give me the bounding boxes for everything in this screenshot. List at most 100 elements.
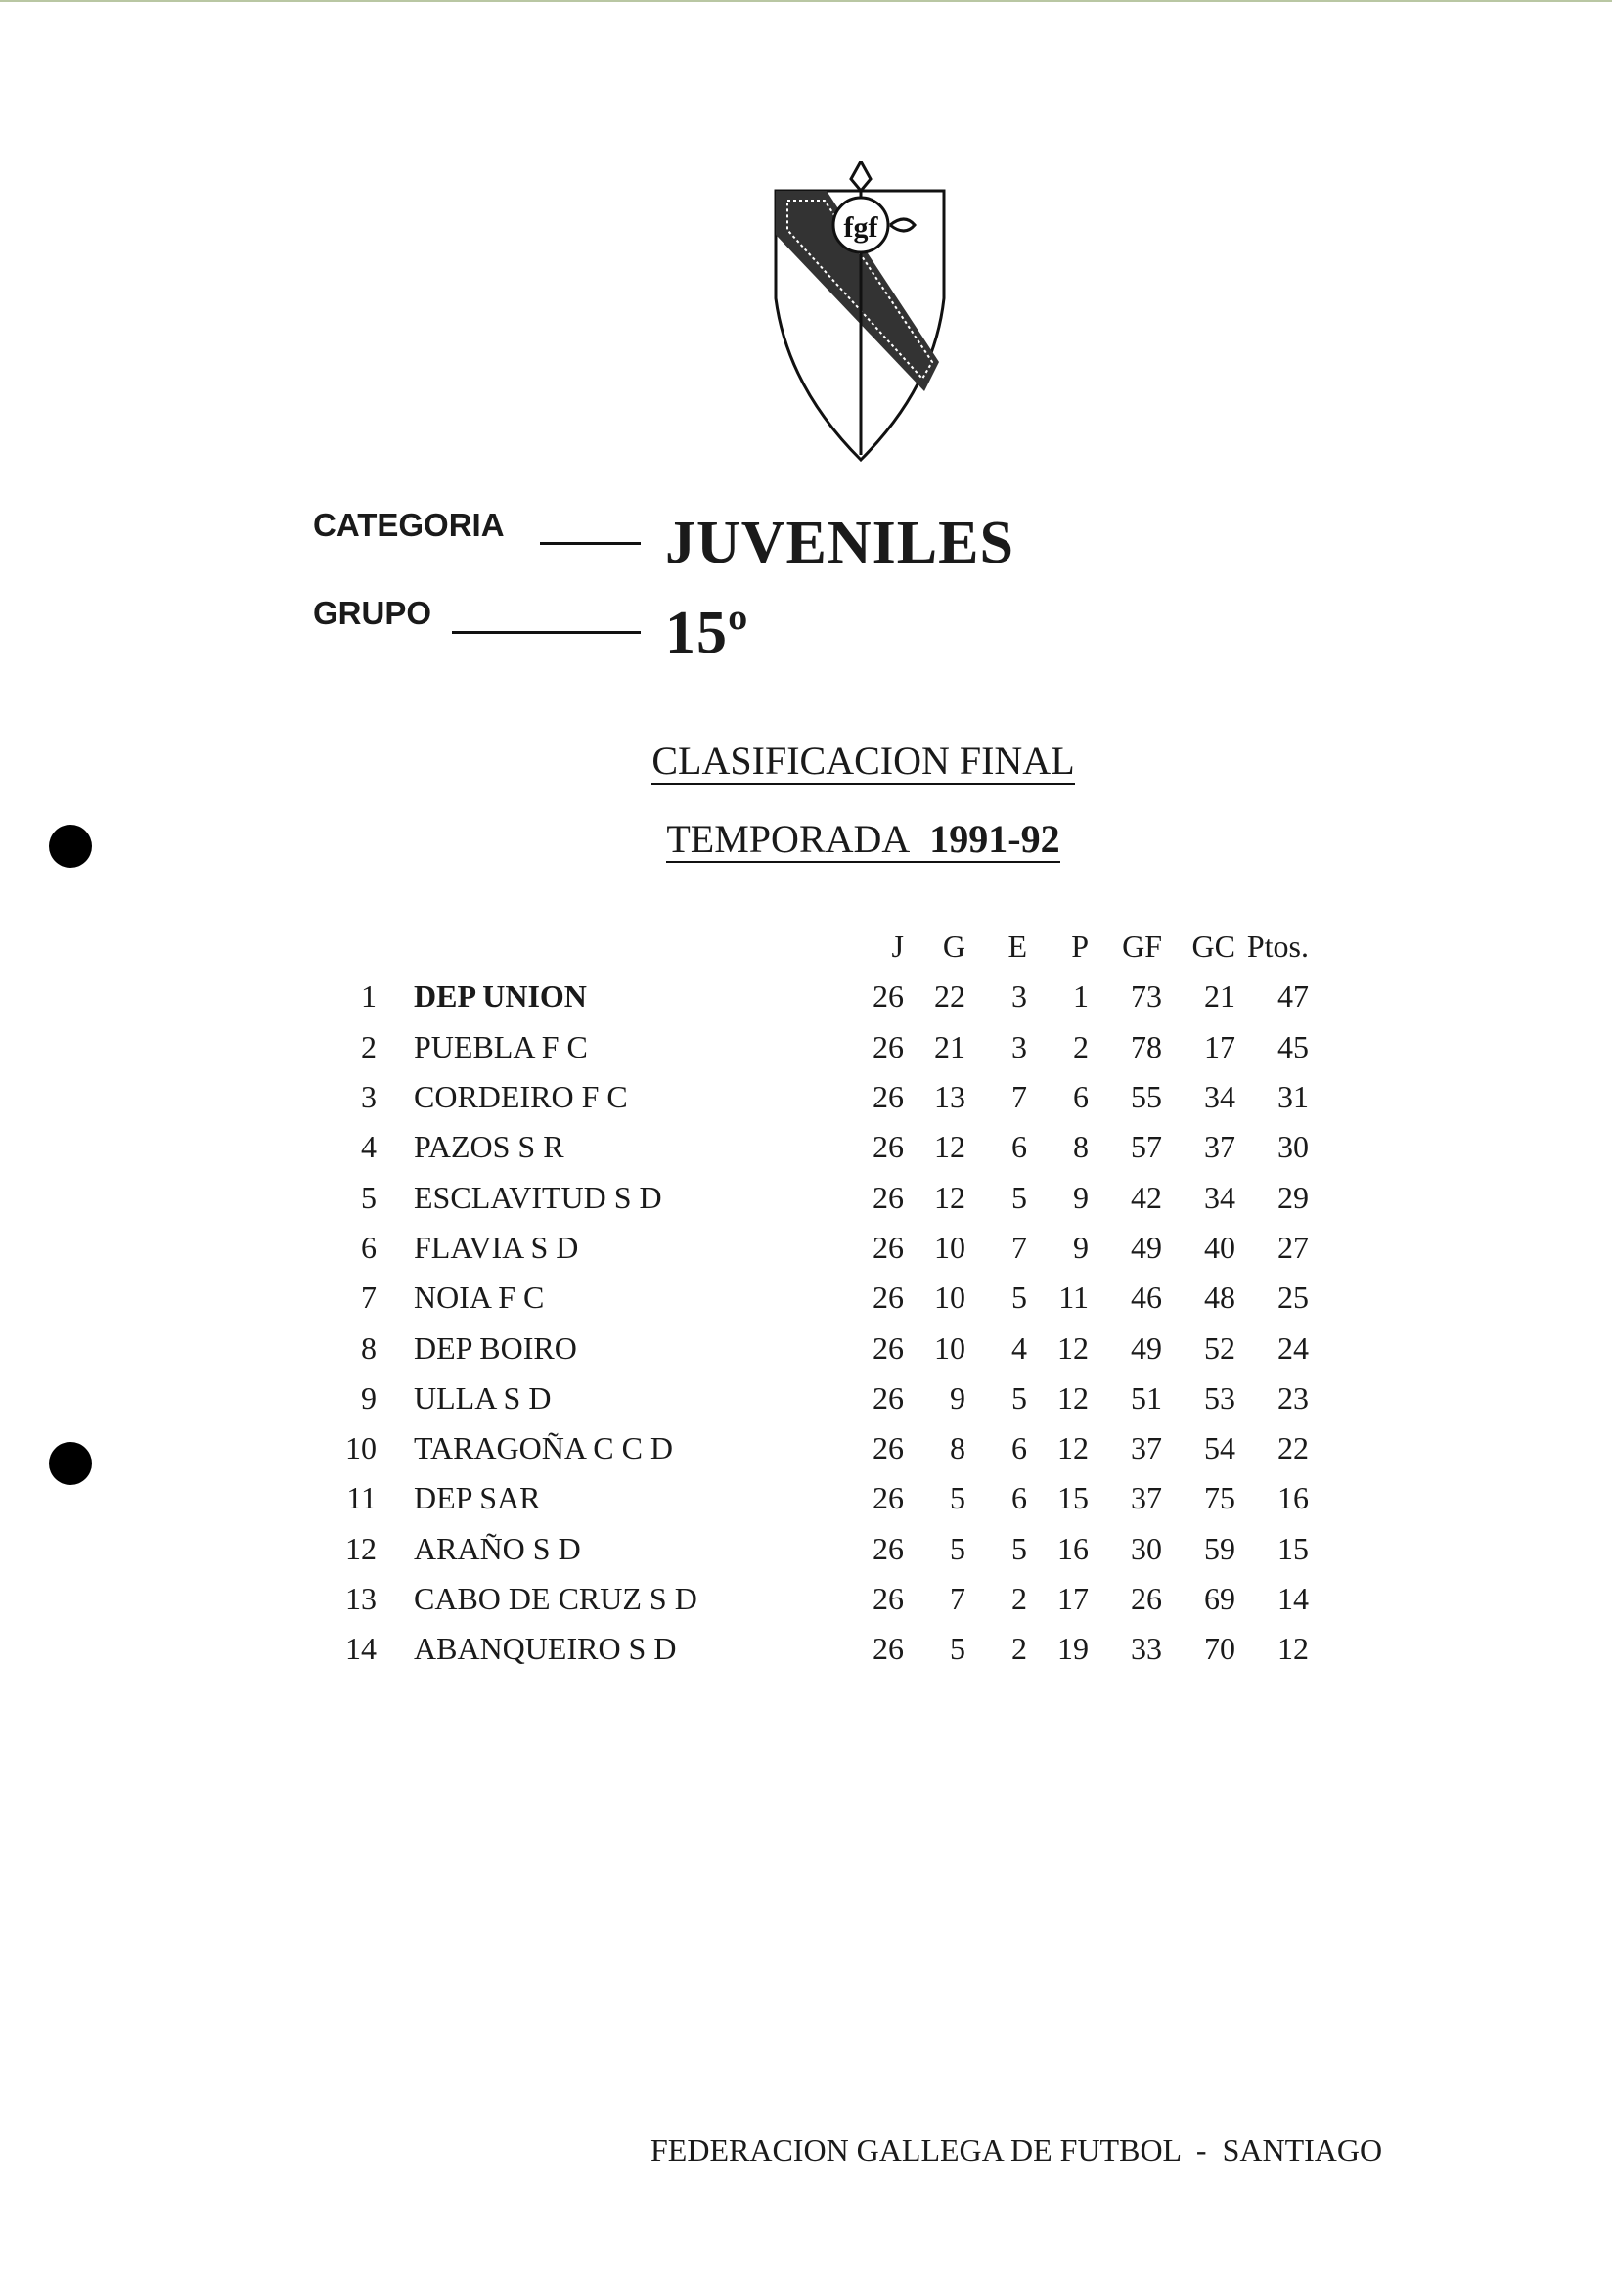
classification-title: CLASIFICACION FINAL <box>0 738 1612 785</box>
position: 12 <box>345 1530 377 1566</box>
stat-cell: 26 <box>873 1079 904 1115</box>
stat-cell: 21 <box>1204 978 1235 1014</box>
season-value: 1991-92 <box>929 817 1060 861</box>
stat-cell: 42 <box>1131 1179 1162 1215</box>
col-header: P <box>1071 928 1089 965</box>
stat-cell: 73 <box>1131 978 1162 1014</box>
team-name: PAZOS S R <box>414 1129 564 1165</box>
stat-cell: 4 <box>1011 1329 1027 1366</box>
stat-cell: 5 <box>950 1631 965 1667</box>
top-border <box>0 0 1612 2</box>
col-header: G <box>942 928 965 965</box>
stat-cell: 7 <box>1011 1229 1027 1265</box>
stat-cell: 78 <box>1131 1028 1162 1064</box>
stat-cell: 9 <box>1073 1179 1089 1215</box>
stat-cell: 5 <box>950 1530 965 1566</box>
stat-cell: 6 <box>1073 1079 1089 1115</box>
group-label: GRUPO <box>313 595 432 631</box>
stat-cell: 24 <box>1277 1329 1309 1366</box>
stat-cell: 37 <box>1204 1129 1235 1165</box>
position: 10 <box>345 1430 377 1466</box>
punch-hole <box>49 825 92 868</box>
stat-cell: 6 <box>1011 1129 1027 1165</box>
stat-cell: 14 <box>1277 1581 1309 1616</box>
stat-cell: 26 <box>873 1329 904 1366</box>
stat-cell: 34 <box>1204 1079 1235 1115</box>
table-row: 13 CABO DE CRUZ S D 26 7 2 17 26 69 14 <box>323 1574 1309 1624</box>
team-name: DEP UNION <box>414 978 587 1014</box>
col-header: Ptos. <box>1246 928 1309 965</box>
punch-hole <box>49 1442 92 1485</box>
stat-cell: 26 <box>873 1028 904 1064</box>
table-row: 4 PAZOS S R 26 12 6 8 57 37 30 <box>323 1122 1309 1172</box>
stat-cell: 26 <box>873 1379 904 1416</box>
stat-cell: 3 <box>1011 1028 1027 1064</box>
stat-cell: 5 <box>1011 1530 1027 1566</box>
stat-cell: 11 <box>1058 1280 1089 1316</box>
stat-cell: 12 <box>1057 1329 1089 1366</box>
stat-cell: 26 <box>1131 1581 1162 1616</box>
stat-cell: 31 <box>1277 1079 1309 1115</box>
table-header-row: J G E P GF GC Ptos. <box>323 922 1309 971</box>
stat-cell: 16 <box>1057 1530 1089 1566</box>
stat-cell: 26 <box>873 1129 904 1165</box>
stat-cell: 26 <box>873 1229 904 1265</box>
team-name: ULLA S D <box>414 1379 552 1416</box>
table-row: 1 DEP UNION 26 22 3 1 73 21 47 <box>323 971 1309 1021</box>
team-name: TARAGOÑA C C D <box>414 1430 674 1466</box>
position: 14 <box>345 1631 377 1667</box>
stat-cell: 45 <box>1277 1028 1309 1064</box>
col-header: GF <box>1122 928 1162 965</box>
col-header: GC <box>1191 928 1235 965</box>
table-row: 7 NOIA F C 26 10 5 11 46 48 25 <box>323 1273 1309 1323</box>
stat-cell: 12 <box>1277 1631 1309 1667</box>
table-row: 6 FLAVIA S D 26 10 7 9 49 40 27 <box>323 1223 1309 1273</box>
category-label: CATEGORIA <box>313 507 505 543</box>
stat-cell: 6 <box>1011 1430 1027 1466</box>
table-row: 3 CORDEIRO F C 26 13 7 6 55 34 31 <box>323 1072 1309 1122</box>
stat-cell: 12 <box>1057 1430 1089 1466</box>
stat-cell: 54 <box>1204 1430 1235 1466</box>
stat-cell: 12 <box>934 1179 965 1215</box>
stat-cell: 10 <box>934 1329 965 1366</box>
table-row: 5 ESCLAVITUD S D 26 12 5 9 42 34 29 <box>323 1172 1309 1222</box>
footer-text: FEDERACION GALLEGA DE FUTBOL - SANTIAGO <box>650 2133 1383 2168</box>
team-name: DEP SAR <box>414 1480 541 1516</box>
stat-cell: 2 <box>1073 1028 1089 1064</box>
stat-cell: 16 <box>1277 1480 1309 1516</box>
stat-cell: 69 <box>1204 1581 1235 1616</box>
team-name: NOIA F C <box>414 1280 545 1316</box>
stat-cell: 37 <box>1131 1430 1162 1466</box>
stat-cell: 10 <box>934 1280 965 1316</box>
stat-cell: 5 <box>1011 1280 1027 1316</box>
position: 8 <box>361 1329 377 1366</box>
stat-cell: 26 <box>873 1631 904 1667</box>
team-name: CABO DE CRUZ S D <box>414 1581 697 1616</box>
stat-cell: 9 <box>950 1379 965 1416</box>
table-row: 12 ARAÑO S D 26 5 5 16 30 59 15 <box>323 1524 1309 1574</box>
standings-table: J G E P GF GC Ptos. 1 DEP UNION 26 22 3 1 73 21… <box>323 922 1309 1674</box>
stat-cell: 46 <box>1131 1280 1162 1316</box>
fgf-shield-logo: fgf <box>774 161 946 463</box>
stat-cell: 30 <box>1131 1530 1162 1566</box>
table-row: 11 DEP SAR 26 5 6 15 37 75 16 <box>323 1473 1309 1523</box>
stat-cell: 70 <box>1204 1631 1235 1667</box>
position: 3 <box>361 1079 377 1115</box>
category-underline <box>540 542 641 545</box>
stat-cell: 51 <box>1131 1379 1162 1416</box>
stat-cell: 25 <box>1277 1280 1309 1316</box>
stat-cell: 8 <box>1073 1129 1089 1165</box>
stat-cell: 26 <box>873 1179 904 1215</box>
stat-cell: 29 <box>1277 1179 1309 1215</box>
group-value: 15º <box>665 600 749 666</box>
position: 2 <box>361 1028 377 1064</box>
stat-cell: 12 <box>1057 1379 1089 1416</box>
svg-text:fgf: fgf <box>844 211 879 244</box>
position: 7 <box>361 1280 377 1316</box>
stat-cell: 48 <box>1204 1280 1235 1316</box>
season-title: TEMPORADA 1991-92 <box>0 816 1612 863</box>
team-name: ESCLAVITUD S D <box>414 1179 662 1215</box>
stat-cell: 10 <box>934 1229 965 1265</box>
stat-cell: 2 <box>1011 1631 1027 1667</box>
team-name: CORDEIRO F C <box>414 1079 628 1115</box>
